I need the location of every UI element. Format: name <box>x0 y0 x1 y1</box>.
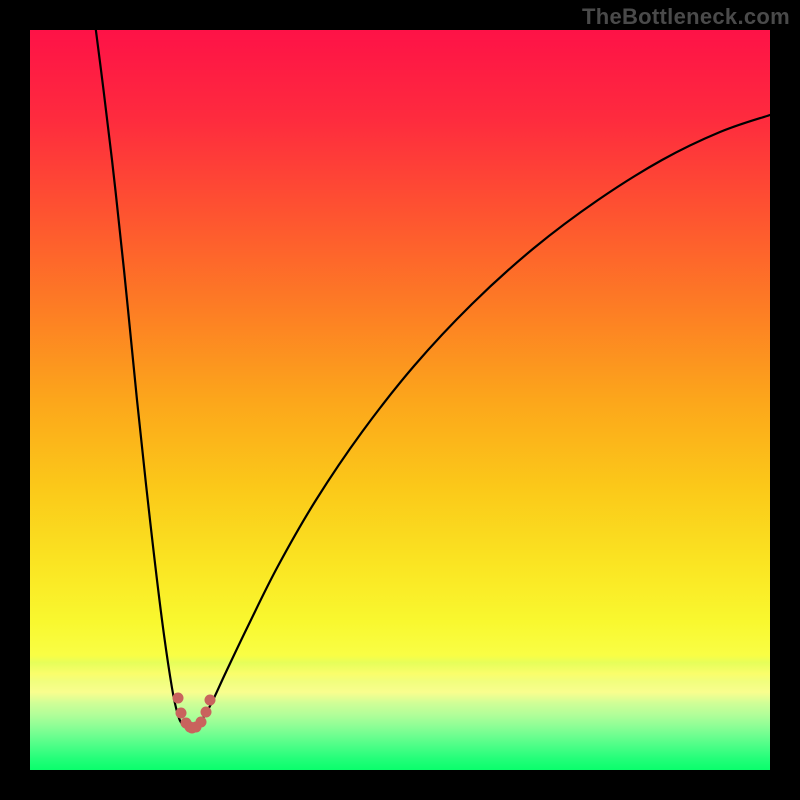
chart-container: TheBottleneck.com <box>0 0 800 800</box>
watermark-text: TheBottleneck.com <box>582 4 790 30</box>
chart-svg <box>0 0 800 800</box>
